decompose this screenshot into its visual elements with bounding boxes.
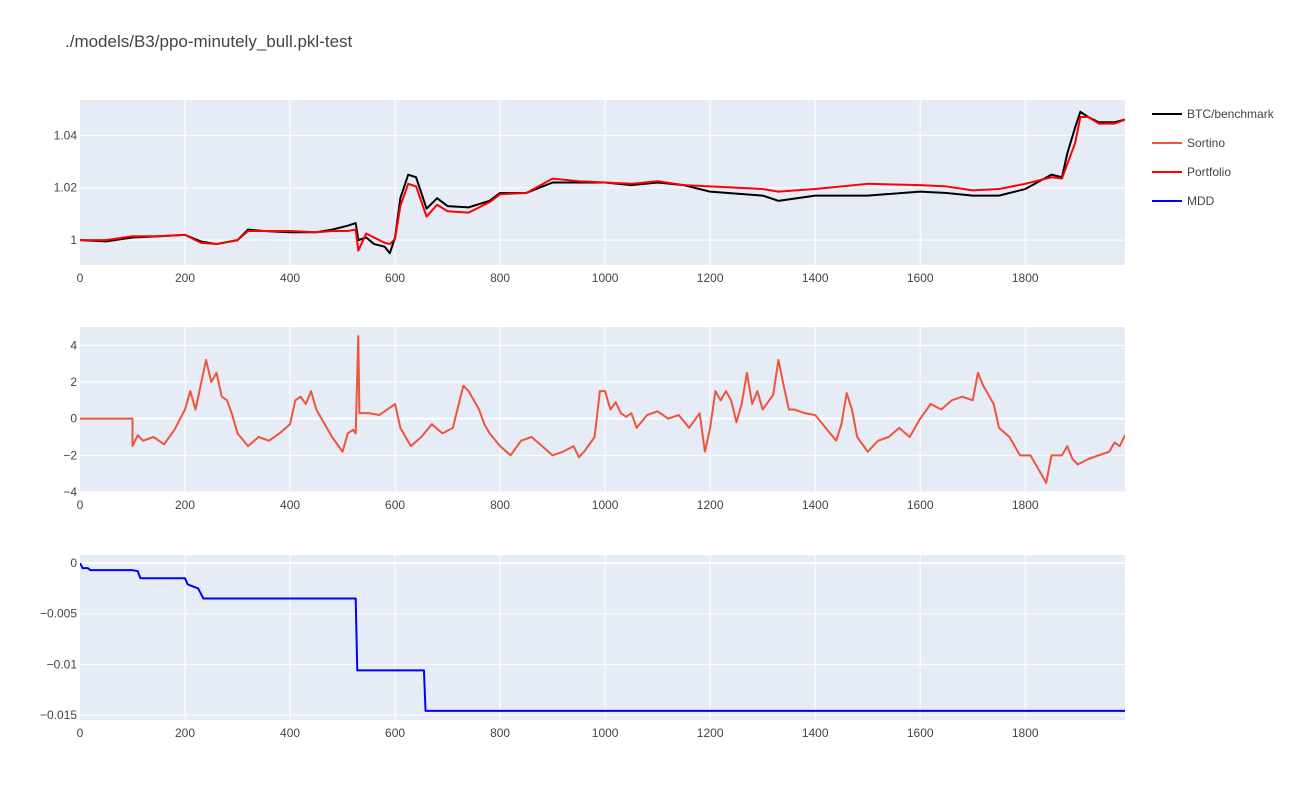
subplot-1: 0 200 400 600 800 1000 1200 1400 1600 1800 1 1.02 1.… <box>54 100 1125 285</box>
x-tick-label: 1600 <box>907 726 934 740</box>
subplot-3: 0 200 400 600 800 1000 1200 1400 1600 1800 0 −0.005… <box>40 555 1125 740</box>
x-tick-label: 200 <box>175 498 195 512</box>
x-tick-label: 1000 <box>592 726 619 740</box>
y-tick-label: 0 <box>70 412 77 426</box>
x-tick-label: 400 <box>280 726 300 740</box>
x-tick-label: 400 <box>280 271 300 285</box>
x-tick-label: 1200 <box>697 726 724 740</box>
x-tick-label: 200 <box>175 726 195 740</box>
x-tick-label: 800 <box>490 271 510 285</box>
x-tick-label: 600 <box>385 726 405 740</box>
x-tick-label: 0 <box>77 726 84 740</box>
series-line-sortino[interactable] <box>80 335 1125 484</box>
legend-item-sortino[interactable]: Sortino <box>1152 136 1225 150</box>
legend[interactable]: BTC/benchmark Sortino Portfolio MDD <box>1152 107 1275 208</box>
subplot-2: 0 200 400 600 800 1000 1200 1400 1600 1800 −4 −2 0 2 4 <box>63 327 1125 512</box>
y-tick-label: 1.04 <box>54 128 78 142</box>
x-tick-label: 1800 <box>1012 271 1039 285</box>
legend-label: Portfolio <box>1187 165 1231 179</box>
legend-item-mdd[interactable]: MDD <box>1152 194 1215 208</box>
x-tick-label: 800 <box>490 726 510 740</box>
x-tick-label: 1800 <box>1012 726 1039 740</box>
y-tick-label: −0.005 <box>40 607 77 621</box>
x-tick-label: 600 <box>385 498 405 512</box>
x-tick-label: 800 <box>490 498 510 512</box>
legend-label: Sortino <box>1187 136 1225 150</box>
y-tick-label: 0 <box>70 556 77 570</box>
plot-background <box>80 327 1125 492</box>
chart-title: ./models/B3/ppo-minutely_bull.pkl-test <box>65 32 353 51</box>
x-tick-label: 1600 <box>907 271 934 285</box>
x-tick-label: 1200 <box>697 271 724 285</box>
plot-background <box>80 555 1125 720</box>
y-tick-label: −4 <box>63 485 77 499</box>
x-tick-label: 1400 <box>802 726 829 740</box>
y-tick-label: 4 <box>70 338 77 352</box>
y-tick-label: 2 <box>70 375 77 389</box>
series-line-portfolio[interactable] <box>80 116 1125 252</box>
legend-label: BTC/benchmark <box>1187 107 1275 121</box>
legend-item-btc-benchmark[interactable]: BTC/benchmark <box>1152 107 1275 121</box>
legend-item-portfolio[interactable]: Portfolio <box>1152 165 1231 179</box>
x-tick-label: 200 <box>175 271 195 285</box>
x-tick-label: 1600 <box>907 498 934 512</box>
x-tick-label: 400 <box>280 498 300 512</box>
y-tick-label: −0.01 <box>47 657 78 671</box>
x-tick-label: 1200 <box>697 498 724 512</box>
x-tick-label: 1000 <box>592 498 619 512</box>
x-tick-label: 1800 <box>1012 498 1039 512</box>
x-tick-label: 1400 <box>802 498 829 512</box>
y-tick-label: −2 <box>63 448 77 462</box>
x-tick-label: 1400 <box>802 271 829 285</box>
x-tick-label: 0 <box>77 271 84 285</box>
legend-label: MDD <box>1187 194 1215 208</box>
x-tick-label: 0 <box>77 498 84 512</box>
y-tick-label: 1.02 <box>54 181 78 195</box>
y-tick-label: 1 <box>70 233 77 247</box>
x-tick-label: 600 <box>385 271 405 285</box>
y-tick-label: −0.015 <box>40 708 77 722</box>
series-line-mdd[interactable] <box>80 562 1125 712</box>
x-tick-label: 1000 <box>592 271 619 285</box>
